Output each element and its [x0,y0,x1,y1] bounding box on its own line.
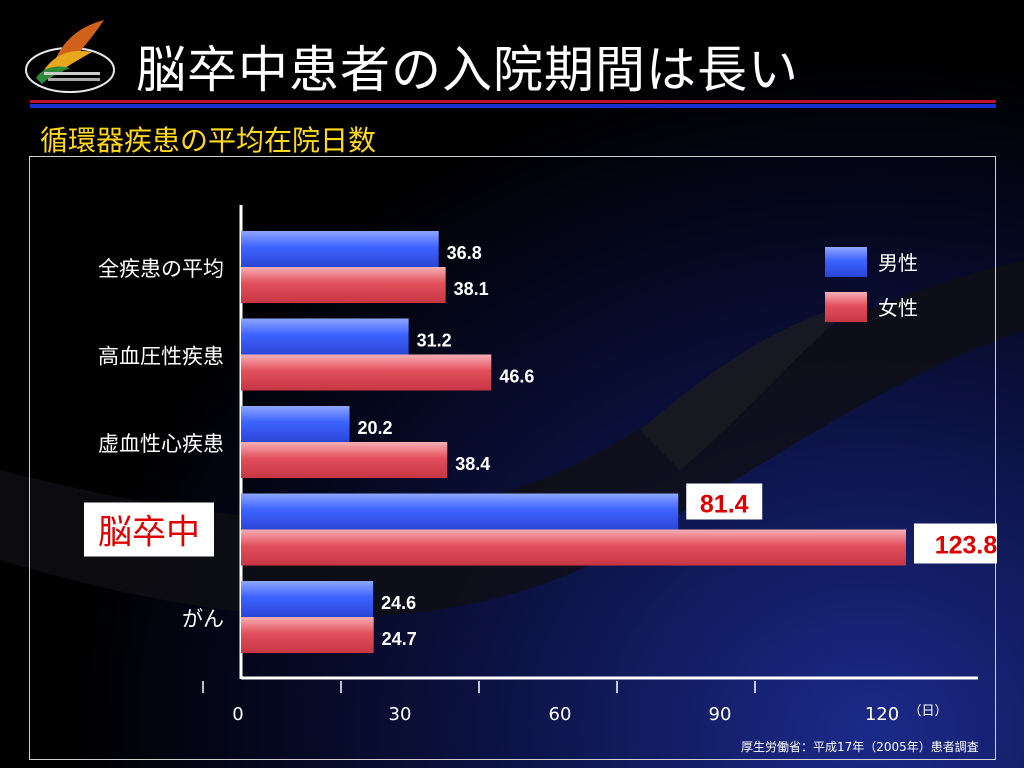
slide-title: 脳卒中患者の入院期間は長い [136,41,799,99]
bar-male [241,318,409,355]
title-rule-blue [30,104,996,108]
category-label: 虚血性心疾患 [98,432,224,456]
bar-male [241,581,374,617]
category-label-box [84,502,214,557]
bar-female [241,267,446,303]
value-label-male: 31.2 [417,331,452,351]
organization-logo [25,20,115,93]
bar-male [241,406,350,442]
chart-panel: 0 30 60 90 120 （日） 全疾患の平均 36.8 38.1 高血圧性疾患 31.2 46.… [29,156,997,760]
x-tick-label: 0 [232,704,243,725]
legend-label: 女性 [878,296,918,320]
category-label: 脳卒中 [98,513,200,553]
value-label-box-male [686,483,763,520]
value-label-male: 20.2 [358,418,393,438]
bar-male [241,493,679,530]
legend-label: 男性 [878,251,918,275]
bar-female [241,442,448,478]
bar-female [241,354,492,391]
bar-male [241,231,439,267]
title-rule-red [30,100,996,103]
category-label: がん [182,607,224,631]
value-label-female: 38.1 [454,279,489,299]
category-label: 全疾患の平均 [98,257,224,281]
x-tick-label: 60 [549,704,572,725]
x-tick-label: 90 [709,704,732,725]
value-label-female: 38.4 [455,454,490,474]
legend-swatch [825,247,867,277]
category-label: 高血圧性疾患 [98,345,224,369]
value-label-female: 46.6 [499,367,534,387]
value-label-male: 24.6 [381,593,416,613]
data-source-note: 厚生労働省：平成17年（2005年）患者調査 [741,740,979,754]
value-label-male: 81.4 [700,491,749,519]
value-label-female: 24.7 [382,629,417,649]
x-tick-label: 120 [865,704,899,725]
value-label-box-female [914,523,997,564]
x-axis-unit: （日） [908,704,947,719]
legend-swatch [825,292,867,322]
bar-female [241,617,374,653]
bar-female [241,529,906,566]
bar-chart: 0 30 60 90 120 （日） 全疾患の平均 36.8 38.1 高血圧性疾患 31.2 46.… [84,205,997,725]
value-label-male: 36.8 [447,243,482,263]
x-tick-label: 30 [389,704,412,725]
slide-subtitle: 循環器疾患の平均在院日数 [40,124,377,157]
value-label-female: 123.8 [935,532,997,560]
